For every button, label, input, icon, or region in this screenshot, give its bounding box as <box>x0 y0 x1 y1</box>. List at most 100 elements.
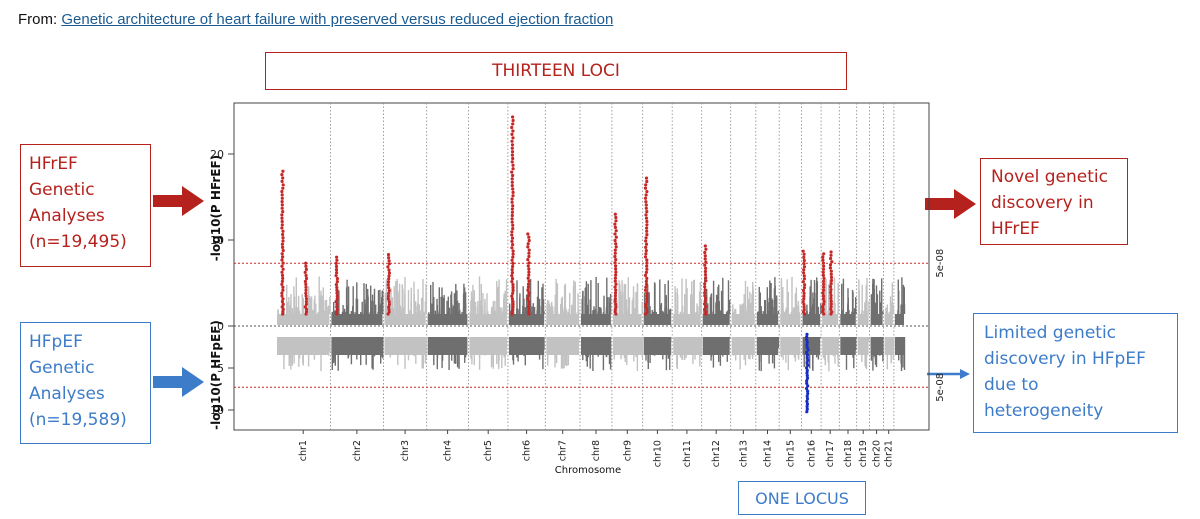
snp-point-bottom <box>346 337 349 342</box>
hit-point-top <box>334 283 338 287</box>
novel-line-3: HFrEF <box>991 219 1040 239</box>
snp-point-top <box>718 301 720 314</box>
hit-point-top <box>510 139 514 143</box>
snp-point-bottom <box>770 337 772 350</box>
snp-point-top <box>531 306 533 314</box>
snp-point-bottom <box>886 337 888 370</box>
snp-point-bottom <box>626 337 628 353</box>
hit-point-top <box>511 136 515 140</box>
hit-point-top <box>644 302 648 306</box>
snp-point-bottom <box>598 337 601 338</box>
snp-point-top <box>421 297 424 314</box>
snp-point-bottom <box>448 337 450 347</box>
snp-point-bottom <box>459 337 461 355</box>
hit-point-top <box>511 118 515 123</box>
snp-point-top <box>715 302 717 314</box>
snp-point-bottom <box>720 337 723 348</box>
chromosome-band-top <box>822 314 839 325</box>
snp-point-bottom <box>370 337 372 342</box>
hit-point-top <box>335 310 339 314</box>
hit-point-top <box>526 282 531 286</box>
snp-point-bottom <box>669 337 672 342</box>
snp-point-top <box>762 311 764 314</box>
snp-point-bottom <box>757 337 760 338</box>
snp-point-bottom <box>873 337 875 342</box>
snp-point-bottom <box>328 337 330 343</box>
snp-point-bottom <box>732 337 734 341</box>
snp-point-bottom <box>734 337 736 339</box>
hit-point-top <box>614 242 618 246</box>
snp-point-bottom <box>536 337 539 338</box>
snp-point-bottom <box>628 337 631 348</box>
snp-point-bottom <box>329 337 331 352</box>
hit-point-top <box>527 270 531 274</box>
snp-point-bottom <box>700 337 702 344</box>
snp-point-bottom <box>501 337 503 368</box>
snp-point-bottom <box>547 337 549 366</box>
snp-point-bottom <box>692 337 694 349</box>
hit-point-top <box>304 307 309 311</box>
snp-point-top <box>739 304 741 314</box>
hit-point-top <box>280 270 284 274</box>
hit-point-top <box>510 143 515 147</box>
snp-point-bottom <box>433 337 435 366</box>
snp-point-top <box>768 302 770 314</box>
snp-point-bottom <box>809 337 811 369</box>
snp-point-bottom <box>430 337 432 338</box>
hit-point-top <box>511 302 515 306</box>
hit-point-top <box>335 291 339 295</box>
hit-point-top <box>613 254 617 259</box>
hit-point-top <box>510 184 514 188</box>
hit-column-top <box>526 232 531 316</box>
hit-point-top <box>613 299 617 303</box>
hit-point-top <box>304 302 308 306</box>
snp-point-top <box>651 309 653 314</box>
snp-point-top <box>872 278 874 314</box>
snp-point-bottom <box>546 337 548 340</box>
snp-point-bottom <box>345 337 348 338</box>
snp-point-bottom <box>360 337 362 366</box>
snp-point-top <box>446 300 448 314</box>
snp-point-bottom <box>773 337 775 356</box>
snp-point-bottom <box>347 337 349 359</box>
snp-point-top <box>321 295 323 314</box>
snp-point-bottom <box>742 337 744 348</box>
snp-point-top <box>456 311 458 314</box>
snp-point-bottom <box>337 337 339 371</box>
hit-point-top <box>511 223 515 227</box>
hit-point-top <box>829 299 833 303</box>
snp-point-bottom <box>543 337 545 350</box>
snp-point-top <box>665 295 667 314</box>
hit-point-top <box>830 310 834 314</box>
hit-point-top <box>613 291 618 295</box>
snp-point-bottom <box>298 337 300 367</box>
snp-point-bottom <box>474 337 477 350</box>
snp-point-bottom <box>402 337 404 340</box>
hit-point-top <box>280 193 284 197</box>
hit-point-top <box>614 305 618 309</box>
limited-line-2: discovery in HFpEF <box>984 349 1146 369</box>
hit-point-top <box>335 302 339 306</box>
snp-point-bottom <box>719 337 722 366</box>
snp-point-bottom <box>536 337 538 340</box>
hit-point-top <box>644 305 648 309</box>
hit-point-top <box>280 291 284 295</box>
snp-point-bottom <box>404 337 406 369</box>
snp-point-top <box>365 304 367 314</box>
snp-point-bottom <box>472 337 474 346</box>
article-link[interactable]: Genetic architecture of heart failure wi… <box>61 11 614 28</box>
snp-point-top <box>897 310 899 314</box>
hit-point-bottom <box>805 399 809 403</box>
snp-point-bottom <box>464 337 466 340</box>
hit-point-top <box>335 297 339 301</box>
hit-point-top <box>526 276 530 280</box>
hit-point-top <box>829 305 833 309</box>
snp-point-top <box>404 277 406 314</box>
snp-point-top <box>350 310 353 314</box>
chromosome-label: chr6 <box>522 440 533 461</box>
snp-point-bottom <box>654 337 656 344</box>
snp-point-top <box>473 303 476 314</box>
hit-point-top <box>704 247 708 251</box>
snp-point-bottom <box>453 337 456 364</box>
snp-point-bottom <box>608 337 611 365</box>
